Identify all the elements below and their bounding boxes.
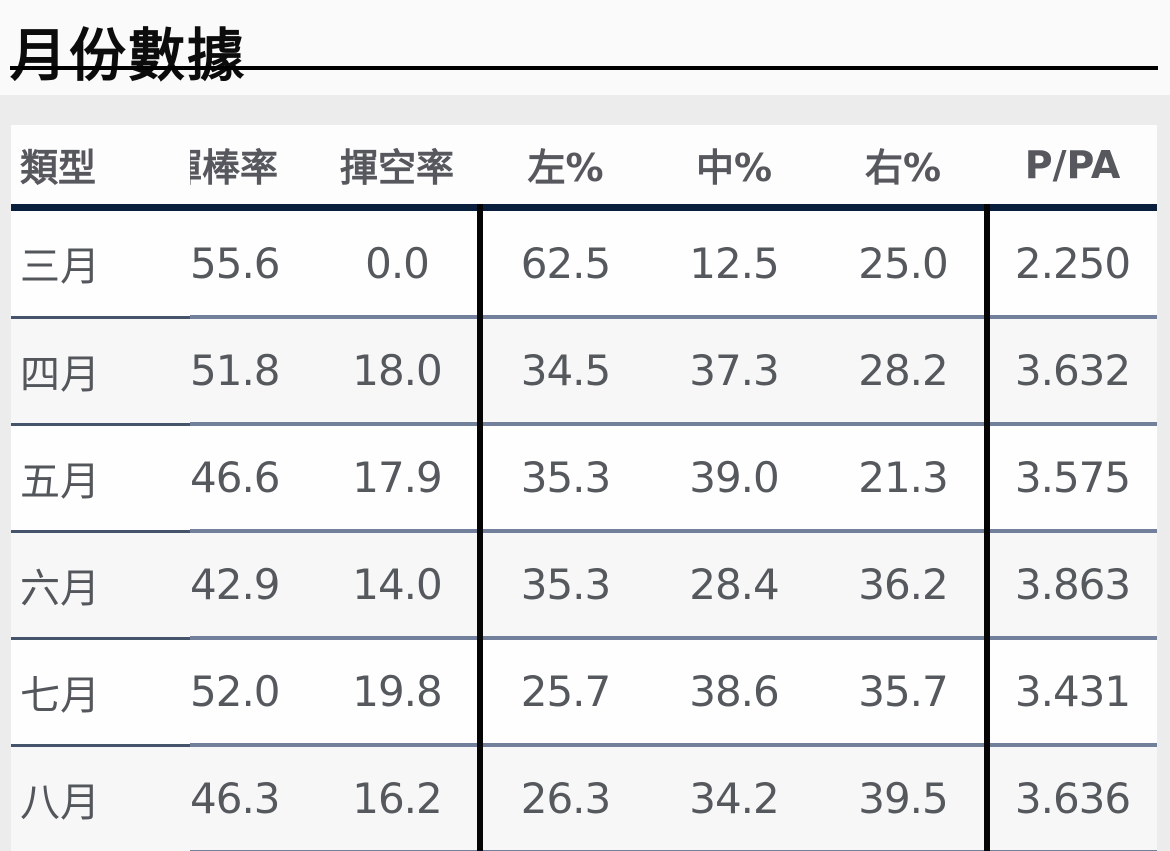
cell-value: 14.0 (313, 531, 481, 640)
cell-month: 三月 (11, 207, 190, 319)
col-header-center-pct: 中% (650, 125, 818, 211)
cell-value: 12.5 (650, 207, 818, 319)
cell-value: 17.9 (313, 424, 481, 533)
title-underline (10, 66, 1158, 70)
cell-value: 51.8 (190, 317, 313, 426)
cell-value: 0.0 (313, 207, 481, 319)
table-card: 類型 揮棒率 揮空率 左% 中% 右% P/PA 三月 55.6 0.0 62.… (11, 125, 1157, 851)
cell-value: 18.0 (313, 317, 481, 426)
cell-value: 52.0 (190, 638, 313, 747)
cell-value: 34.5 (481, 317, 650, 426)
cell-value: 28.4 (650, 531, 818, 640)
col-header-swing-rate: 揮棒率 (190, 125, 313, 211)
cell-value: 42.9 (190, 531, 313, 640)
cell-value: 62.5 (481, 207, 650, 319)
cell-value: 37.3 (650, 317, 818, 426)
cell-value: 34.2 (650, 745, 818, 851)
monthly-stats-table: 類型 揮棒率 揮空率 左% 中% 右% P/PA 三月 55.6 0.0 62.… (11, 125, 1157, 851)
col-header-whiff-rate: 揮空率 (313, 125, 481, 211)
column-group-divider-left (477, 204, 483, 851)
header-row: 類型 揮棒率 揮空率 左% 中% 右% P/PA (11, 125, 1157, 211)
cell-value: 39.0 (650, 424, 818, 533)
table-row: 七月 52.0 19.8 25.7 38.6 35.7 3.431 (11, 638, 1157, 747)
cell-value: 26.3 (481, 745, 650, 851)
col-header-left-pct: 左% (481, 125, 650, 211)
cell-month: 五月 (11, 424, 190, 533)
clipped-header-label: 揮棒率 (190, 146, 278, 190)
cell-value: 21.3 (818, 424, 988, 533)
cell-value: 46.3 (190, 745, 313, 851)
cell-value: 39.5 (818, 745, 988, 851)
column-group-divider-right (984, 204, 990, 851)
cell-value: 55.6 (190, 207, 313, 319)
col-header-p-pa: P/PA (988, 125, 1157, 211)
cell-value: 3.636 (988, 745, 1157, 851)
cell-value: 36.2 (818, 531, 988, 640)
cell-value: 3.431 (988, 638, 1157, 747)
cell-value: 3.632 (988, 317, 1157, 426)
cell-value: 28.2 (818, 317, 988, 426)
cell-value: 19.8 (313, 638, 481, 747)
table-row: 四月 51.8 18.0 34.5 37.3 28.2 3.632 (11, 317, 1157, 426)
col-header-type: 類型 (11, 125, 190, 211)
cell-value: 25.0 (818, 207, 988, 319)
cell-value: 35.7 (818, 638, 988, 747)
page-title: 月份數據 (10, 23, 246, 90)
table-row: 三月 55.6 0.0 62.5 12.5 25.0 2.250 (11, 207, 1157, 319)
cell-value: 38.6 (650, 638, 818, 747)
col-header-right-pct: 右% (818, 125, 988, 211)
cell-value: 16.2 (313, 745, 481, 851)
cell-value: 3.575 (988, 424, 1157, 533)
cell-month: 八月 (11, 745, 190, 851)
cell-month: 四月 (11, 317, 190, 426)
cell-month: 六月 (11, 531, 190, 640)
cell-value: 46.6 (190, 424, 313, 533)
table-row: 六月 42.9 14.0 35.3 28.4 36.2 3.863 (11, 531, 1157, 640)
cell-value: 25.7 (481, 638, 650, 747)
cell-value: 2.250 (988, 207, 1157, 319)
table-row: 八月 46.3 16.2 26.3 34.2 39.5 3.636 (11, 745, 1157, 851)
cell-value: 35.3 (481, 424, 650, 533)
cell-value: 3.863 (988, 531, 1157, 640)
cell-value: 35.3 (481, 531, 650, 640)
table-row: 五月 46.6 17.9 35.3 39.0 21.3 3.575 (11, 424, 1157, 533)
cell-month: 七月 (11, 638, 190, 747)
